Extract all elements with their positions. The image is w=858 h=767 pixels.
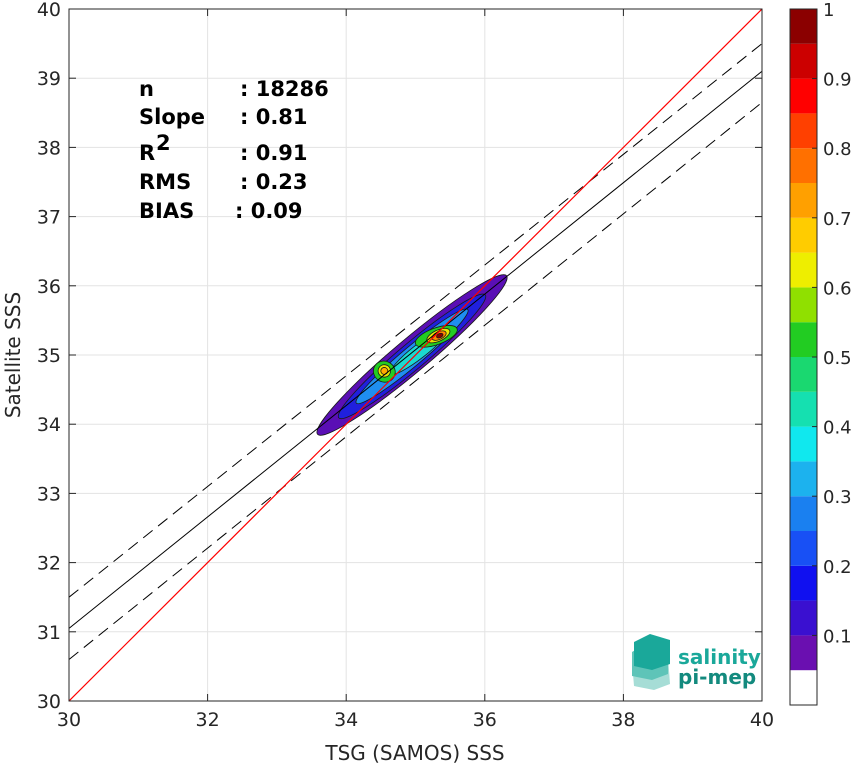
y-tick-label: 30: [37, 691, 61, 713]
identity-line: [69, 9, 762, 701]
colorbar-tick-label: 0.8: [823, 139, 852, 160]
stat-label: RMS: [139, 170, 191, 194]
colorbar-bin: [790, 78, 817, 114]
colorbar-bin: [790, 322, 817, 357]
colorbar-tick-label: 0.3: [823, 487, 852, 508]
salinity-pi-mep-logo: salinity pi-mep: [632, 634, 761, 690]
colorbar-tick-label: 0.9: [823, 70, 852, 91]
stat-value: : 0.09: [235, 199, 303, 223]
y-tick-label: 31: [37, 622, 61, 644]
stat-value: : 0.81: [240, 105, 308, 129]
colorbar-bin: [790, 635, 817, 671]
colorbar-bin: [790, 426, 817, 462]
colorbar-tick-label: 0.7: [823, 209, 852, 230]
y-tick-label: 38: [37, 137, 61, 159]
confidence-line-1: [69, 43, 762, 598]
colorbar-bin: [790, 252, 817, 288]
stat-value: : 18286: [240, 77, 329, 101]
y-tick-label: 33: [37, 483, 61, 505]
colorbar-bin: [790, 565, 817, 601]
colorbar-tick-label: 0.4: [823, 418, 852, 439]
stat-label: BIAS: [139, 199, 194, 223]
colorbar-tick-label: 0.2: [823, 557, 852, 578]
x-tick-label: 36: [473, 709, 497, 731]
x-axis-ticks: 30 32 34 36 38 40: [57, 9, 774, 731]
y-tick-label: 35: [37, 345, 61, 367]
colorbar: 0.1 0.2 0.3 0.4 0.5 0.6 0.7 0.8 0.9 1: [789, 0, 852, 706]
y-tick-label: 36: [37, 276, 61, 298]
y-tick-label: 32: [37, 553, 61, 575]
colorbar-tick-label: 0.5: [823, 348, 852, 369]
colorbar-bin: [790, 113, 817, 149]
density-contour-1: [436, 332, 444, 339]
confidence-line-2: [69, 102, 762, 660]
x-tick-label: 40: [750, 709, 774, 731]
colorbar-tick-label: 0.1: [823, 626, 852, 647]
stat-value: : 0.23: [240, 170, 308, 194]
colorbar-bin: [790, 9, 817, 44]
fit-lines: [69, 9, 762, 701]
y-tick-label: 37: [37, 207, 61, 229]
x-axis-label: TSG (SAMOS) SSS: [324, 741, 504, 765]
logo-mark-icon: [632, 634, 670, 690]
colorbar-tick-label: 0.6: [823, 278, 852, 299]
y-tick-label: 34: [37, 414, 61, 436]
colorbar-bin: [790, 600, 817, 636]
colorbar-bin: [790, 670, 817, 705]
colorbar-bin: [790, 183, 817, 218]
grid-lines: [68, 8, 763, 702]
colorbar-bin: [790, 148, 817, 183]
colorbar-bin: [790, 287, 817, 323]
colorbar-bin: [790, 391, 817, 427]
y-axis-ticks: 30 31 32 33 34 35 36 37 38 39 40: [37, 0, 762, 713]
x-tick-label: 30: [57, 709, 81, 731]
x-tick-label: 32: [196, 709, 220, 731]
stat-label: Slope: [139, 105, 205, 129]
statistics-panel: n : 18286 Slope : 0.81 R 2 : 0.91 RMS : 0.23 BIAS…: [139, 77, 329, 223]
logo-text-line2: pi-mep: [678, 665, 756, 689]
y-axis-label: Satellite SSS: [1, 292, 25, 418]
stat-value: : 0.91: [240, 141, 308, 165]
colorbar-bin: [790, 496, 817, 531]
colorbar-bin: [790, 461, 817, 497]
colorbar-tick-label: 1: [823, 0, 834, 21]
colorbar-bin: [790, 531, 817, 566]
y-tick-label: 40: [37, 0, 61, 21]
x-tick-label: 34: [334, 709, 358, 731]
colorbar-bin: [790, 43, 817, 79]
logo-text-line1: salinity: [678, 645, 761, 669]
stat-label: R: [139, 141, 155, 165]
stat-label: n: [139, 77, 154, 101]
stat-label-superscript: 2: [156, 131, 171, 155]
colorbar-bin: [790, 217, 817, 253]
y-tick-label: 39: [37, 68, 61, 90]
regression-line: [69, 70, 762, 629]
colorbar-bin: [790, 357, 817, 392]
x-tick-label: 38: [611, 709, 635, 731]
